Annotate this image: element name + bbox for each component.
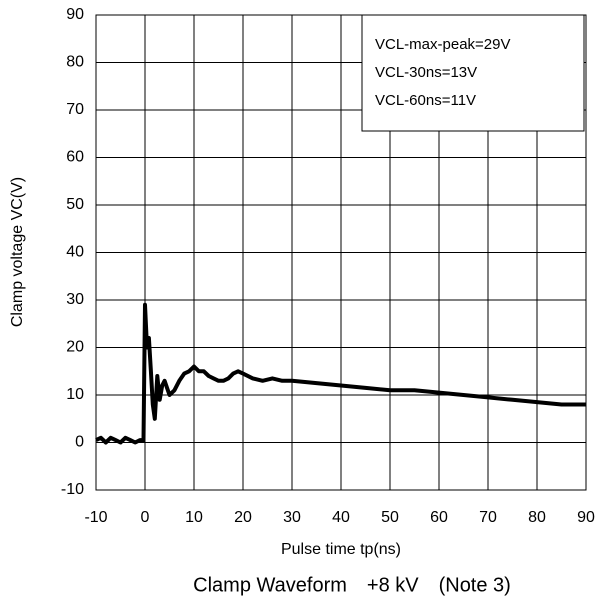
x-tick-label: 50	[381, 509, 399, 526]
annotation: VCL-max-peak=29V	[375, 36, 510, 53]
x-tick-label: 10	[185, 509, 203, 526]
x-tick-label: 30	[283, 509, 301, 526]
annotation-box	[361, 14, 585, 132]
x-tick-label: 40	[332, 509, 350, 526]
y-tick-label: 20	[66, 339, 84, 356]
x-tick-label: 90	[577, 509, 595, 526]
x-tick-label: -10	[84, 509, 107, 526]
y-tick-label: 70	[66, 101, 84, 118]
y-tick-label: 0	[75, 434, 84, 451]
y-tick-label: 90	[66, 6, 84, 23]
x-tick-label: 60	[430, 509, 448, 526]
x-tick-label: 0	[141, 509, 150, 526]
annotation: VCL-60ns=11V	[375, 92, 476, 109]
y-tick-label: 30	[66, 291, 84, 308]
y-tick-label: -10	[61, 481, 84, 498]
y-tick-label: 60	[66, 149, 84, 166]
waveform	[95, 302, 586, 445]
x-axis-label: Pulse time tp(ns)	[281, 541, 401, 558]
x-tick-label: 80	[528, 509, 546, 526]
caption: Clamp Waveform +8 kV (Note 3)	[193, 574, 511, 596]
plot-frame	[95, 14, 587, 491]
annotation: VCL-30ns=13V	[375, 64, 477, 81]
x-tick-label: 70	[479, 509, 497, 526]
y-tick-label: 10	[66, 386, 84, 403]
y-tick-label: 40	[66, 244, 84, 261]
y-tick-label: 50	[66, 196, 84, 213]
y-axis-label: Clamp voltage VC(V)	[9, 177, 26, 327]
y-tick-label: 80	[66, 54, 84, 71]
x-tick-label: 20	[234, 509, 252, 526]
